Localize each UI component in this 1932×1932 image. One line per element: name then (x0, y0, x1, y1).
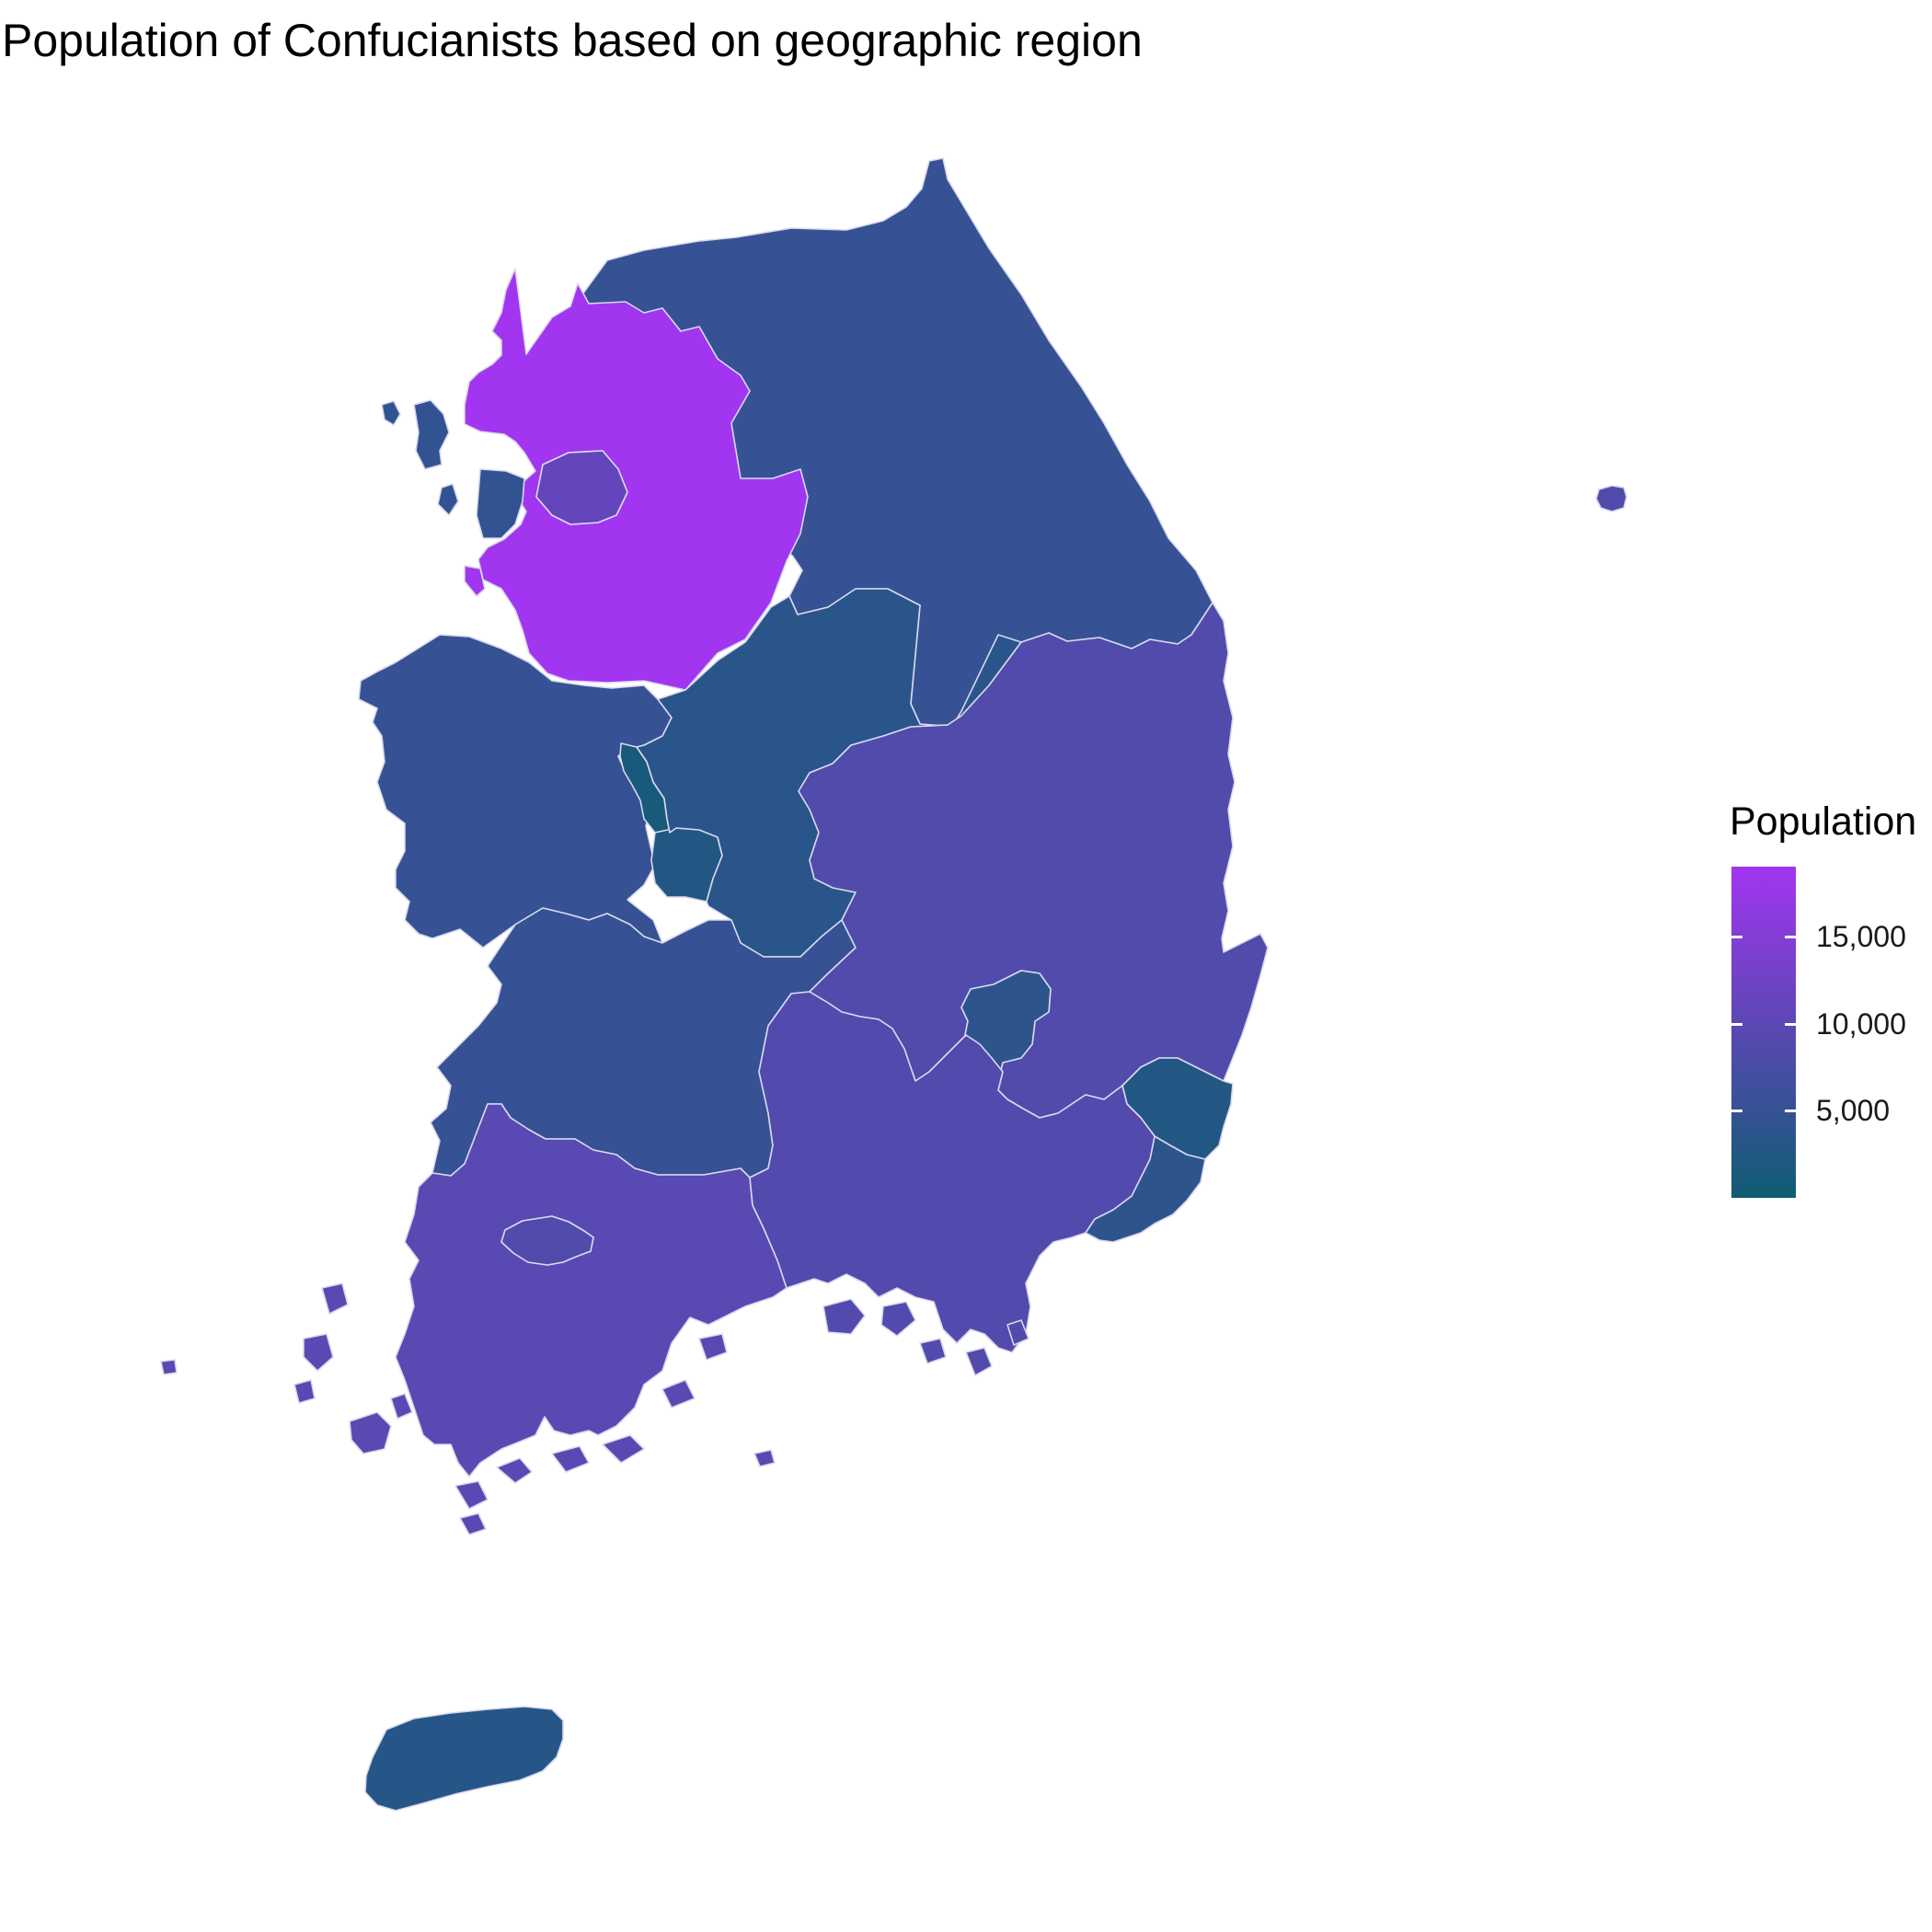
legend-tick-mark (1785, 935, 1796, 938)
region-gyeongnam[interactable] (749, 991, 1156, 1353)
region-jeonnam-island[interactable] (661, 1379, 696, 1409)
legend-tick-mark (1731, 935, 1742, 938)
region-gyeongbuk-ulleung[interactable] (1595, 485, 1627, 512)
chart-title: Population of Confucianists based on geo… (2, 15, 1143, 66)
region-jeonnam-island[interactable] (496, 1457, 533, 1484)
region-seoul[interactable] (535, 450, 628, 525)
region-gwangju[interactable] (500, 1215, 594, 1266)
legend-color-bar (1731, 867, 1796, 1198)
legend-title: Population (1730, 799, 1917, 844)
region-jeonnam-island[interactable] (454, 1480, 489, 1510)
region-gyeongnam-island[interactable] (822, 1298, 866, 1335)
region-jeonnam-island[interactable] (753, 1449, 776, 1467)
region-jeju[interactable] (364, 1706, 564, 1811)
region-jeonnam-island[interactable] (551, 1445, 590, 1473)
region-jeonnam-island[interactable] (303, 1333, 334, 1372)
region-incheon[interactable] (381, 399, 525, 539)
region-gyeongnam-island[interactable] (965, 1347, 993, 1376)
region-jeonnam-island[interactable] (293, 1379, 316, 1404)
region-jeonnam-island[interactable] (349, 1411, 392, 1455)
legend-tick-label: 5,000 (1816, 1094, 1891, 1128)
region-jeonnam-island[interactable] (602, 1434, 645, 1464)
legend-tick-label: 15,000 (1816, 919, 1906, 953)
legend-tick-mark (1731, 1110, 1742, 1113)
legend-tick-label: 10,000 (1816, 1006, 1906, 1041)
region-jeonnam-island[interactable] (160, 1359, 178, 1375)
region-gyeonggi-islet[interactable] (464, 565, 486, 597)
legend-tick-mark (1785, 1110, 1796, 1113)
region-gyeongnam-island[interactable] (1006, 1319, 1029, 1346)
regions-layer (160, 157, 1627, 1811)
region-jeonnam-island[interactable] (459, 1512, 487, 1535)
region-gyeongnam-island[interactable] (919, 1338, 947, 1364)
region-jeonnam-island[interactable] (698, 1333, 728, 1361)
region-jeonnam-island[interactable] (390, 1393, 413, 1420)
legend-tick-mark (1731, 1022, 1742, 1026)
region-jeonnam-island[interactable] (321, 1282, 349, 1315)
legend-tick-mark (1785, 1022, 1796, 1026)
region-gyeongnam-island[interactable] (880, 1301, 916, 1337)
